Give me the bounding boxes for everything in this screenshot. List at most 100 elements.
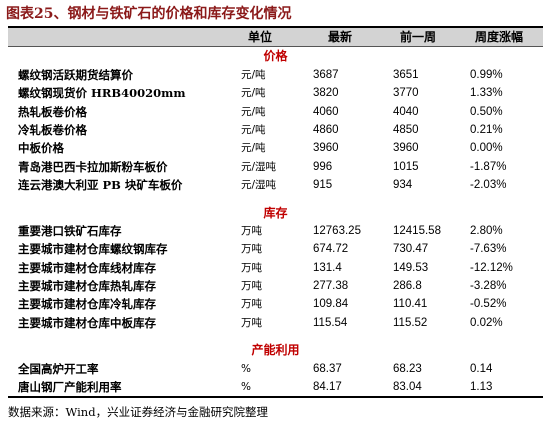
cell-prev: 934 bbox=[393, 179, 413, 192]
cell-name: 主要城市建材仓库冷轧库存 bbox=[18, 297, 156, 312]
cell-name: 唐山钢厂产能利用率 bbox=[18, 380, 122, 395]
cell-change: -7.63% bbox=[470, 243, 507, 256]
cell-change: -1.87% bbox=[470, 160, 507, 173]
cell-prev: 83.04 bbox=[393, 381, 422, 394]
cell-change: -2.03% bbox=[470, 179, 507, 192]
table-row: 连云港澳大利亚 PB 块矿车板价 元/湿吨 915 934 -2.03% bbox=[8, 176, 543, 194]
cell-unit: 元/吨 bbox=[241, 105, 266, 118]
cell-change: -12.12% bbox=[470, 261, 513, 274]
section-header: 库存 bbox=[263, 205, 288, 220]
table-row: 主要城市建材仓库冷轧库存 万吨 109.84 110.41 -0.52% bbox=[8, 295, 543, 313]
cell-name: 主要城市建材仓库线材库存 bbox=[18, 260, 156, 275]
cell-change: 2.80% bbox=[470, 224, 503, 237]
header-latest: 最新 bbox=[328, 30, 353, 44]
cell-change: 0.50% bbox=[470, 105, 503, 118]
page-title: 图表25、钢材与铁矿石的价格和库存变化情况 bbox=[6, 6, 292, 22]
cell-unit: 万吨 bbox=[241, 243, 262, 256]
cell-change: 1.33% bbox=[470, 87, 503, 100]
cell-latest: 915 bbox=[313, 179, 333, 192]
cell-change: 0.14 bbox=[470, 362, 493, 375]
cell-latest: 3820 bbox=[313, 87, 339, 100]
cell-prev: 4040 bbox=[393, 105, 419, 118]
cell-change: 1.13 bbox=[470, 381, 493, 394]
section-spacer bbox=[8, 332, 543, 341]
cell-latest: 674.72 bbox=[313, 243, 349, 256]
table-row: 全国高炉开工率% 68.37 68.23 0.14 bbox=[8, 360, 543, 378]
cell-change: -0.52% bbox=[470, 298, 507, 311]
cell-unit: 万吨 bbox=[241, 316, 262, 329]
cell-latest: 3687 bbox=[313, 68, 339, 81]
table-row: 唐山钢厂产能利用率% 84.17 83.04 1.13 bbox=[8, 378, 543, 396]
table-row: 螺纹钢活跃期货结算价 元/吨 3687 3651 0.99% bbox=[8, 66, 543, 84]
cell-unit: 元/吨 bbox=[241, 68, 266, 81]
cell-name: 热轧板卷价格 bbox=[18, 104, 87, 119]
header-unit: 单位 bbox=[248, 30, 273, 44]
cell-unit: % bbox=[241, 362, 251, 375]
cell-name: 重要港口铁矿石库存 bbox=[18, 223, 122, 238]
cell-latest: 115.54 bbox=[313, 316, 348, 329]
cell-latest: 12763.25 bbox=[313, 224, 361, 237]
cell-unit: % bbox=[241, 381, 251, 394]
cell-unit: 万吨 bbox=[241, 261, 262, 274]
table-header: 单位 最新 前一周 周度涨幅 bbox=[8, 28, 543, 48]
cell-latest: 277.38 bbox=[313, 280, 349, 293]
cell-prev: 115.52 bbox=[393, 316, 428, 329]
cell-unit: 万吨 bbox=[241, 280, 262, 293]
source-note: 数据来源：Wind，兴业证券经济与金融研究院整理 bbox=[8, 405, 269, 419]
cell-prev: 730.47 bbox=[393, 243, 429, 256]
cell-unit: 元/湿吨 bbox=[241, 160, 277, 173]
cell-latest: 109.84 bbox=[313, 298, 349, 311]
cell-change: 0.99% bbox=[470, 68, 503, 81]
cell-latest: 4060 bbox=[313, 105, 339, 118]
cell-change: 0.21% bbox=[470, 123, 503, 136]
data-table: 单位 最新 前一周 周度涨幅 价格 螺纹钢活跃期货结算价 元/吨 3687 3651 0.… bbox=[8, 26, 543, 399]
cell-latest: 84.17 bbox=[313, 381, 342, 394]
cell-name: 螺纹钢现货价 HRB40020mm bbox=[18, 86, 186, 101]
cell-unit: 万吨 bbox=[241, 224, 262, 237]
cell-change: 0.02% bbox=[470, 316, 503, 329]
cell-name: 主要城市建材仓库热轧库存 bbox=[18, 279, 156, 294]
cell-latest: 996 bbox=[313, 160, 333, 173]
cell-name: 青岛港巴西卡拉加斯粉车板价 bbox=[18, 159, 168, 174]
table-row: 青岛港巴西卡拉加斯粉车板价 元/湿吨 996 1015 -1.87% bbox=[8, 158, 543, 176]
cell-prev: 110.41 bbox=[393, 298, 428, 311]
table-row: 主要城市建材仓库中板库存 万吨 115.54 115.52 0.02% bbox=[8, 314, 543, 332]
header-change: 周度涨幅 bbox=[475, 30, 524, 44]
table-row: 主要城市建材仓库螺纹钢库存 万吨 674.72 730.47 -7.63% bbox=[8, 240, 543, 258]
cell-name: 连云港澳大利亚 PB 块矿车板价 bbox=[18, 178, 183, 193]
cell-prev: 3960 bbox=[393, 142, 419, 155]
cell-prev: 3651 bbox=[393, 68, 419, 81]
cell-name: 主要城市建材仓库螺纹钢库存 bbox=[18, 242, 168, 257]
cell-name: 螺纹钢活跃期货结算价 bbox=[18, 67, 133, 82]
cell-name: 全国高炉开工率 bbox=[18, 361, 99, 376]
cell-unit: 元/湿吨 bbox=[241, 179, 277, 192]
cell-latest: 68.37 bbox=[313, 362, 342, 375]
header-prev: 前一周 bbox=[400, 30, 437, 44]
cell-unit: 元/吨 bbox=[241, 123, 266, 136]
table-row: 热轧板卷价格 元/吨 4060 4040 0.50% bbox=[8, 103, 543, 121]
cell-latest: 3960 bbox=[313, 142, 339, 155]
cell-latest: 4860 bbox=[313, 123, 339, 136]
cell-prev: 4850 bbox=[393, 123, 419, 136]
cell-prev: 12415.58 bbox=[393, 224, 441, 237]
section-header: 价格 bbox=[263, 49, 288, 64]
cell-prev: 286.8 bbox=[393, 280, 422, 293]
cell-unit: 元/吨 bbox=[241, 87, 266, 100]
table-row: 中板价格 元/吨 3960 3960 0.00% bbox=[8, 139, 543, 157]
cell-unit: 万吨 bbox=[241, 298, 262, 311]
cell-name: 主要城市建材仓库中板库存 bbox=[18, 315, 156, 330]
cell-prev: 3770 bbox=[393, 87, 419, 100]
section-spacer bbox=[8, 195, 543, 204]
table-row: 主要城市建材仓库线材库存 万吨 131.4 149.53 -12.12% bbox=[8, 259, 543, 277]
cell-name: 冷轧板卷价格 bbox=[18, 122, 87, 137]
cell-latest: 131.4 bbox=[313, 261, 342, 274]
cell-unit: 元/吨 bbox=[241, 142, 266, 155]
table-row: 螺纹钢现货价 HRB40020mm 元/吨 3820 3770 1.33% bbox=[8, 84, 543, 102]
table-row: 冷轧板卷价格 元/吨 4860 4850 0.21% bbox=[8, 121, 543, 139]
table-row: 重要港口铁矿石库存 万吨 12763.25 12415.58 2.80% bbox=[8, 222, 543, 240]
cell-change: -3.28% bbox=[470, 280, 507, 293]
cell-name: 中板价格 bbox=[18, 141, 64, 156]
cell-prev: 149.53 bbox=[393, 261, 429, 274]
cell-prev: 1015 bbox=[393, 160, 419, 173]
table-row: 主要城市建材仓库热轧库存 万吨 277.38 286.8 -3.28% bbox=[8, 277, 543, 295]
